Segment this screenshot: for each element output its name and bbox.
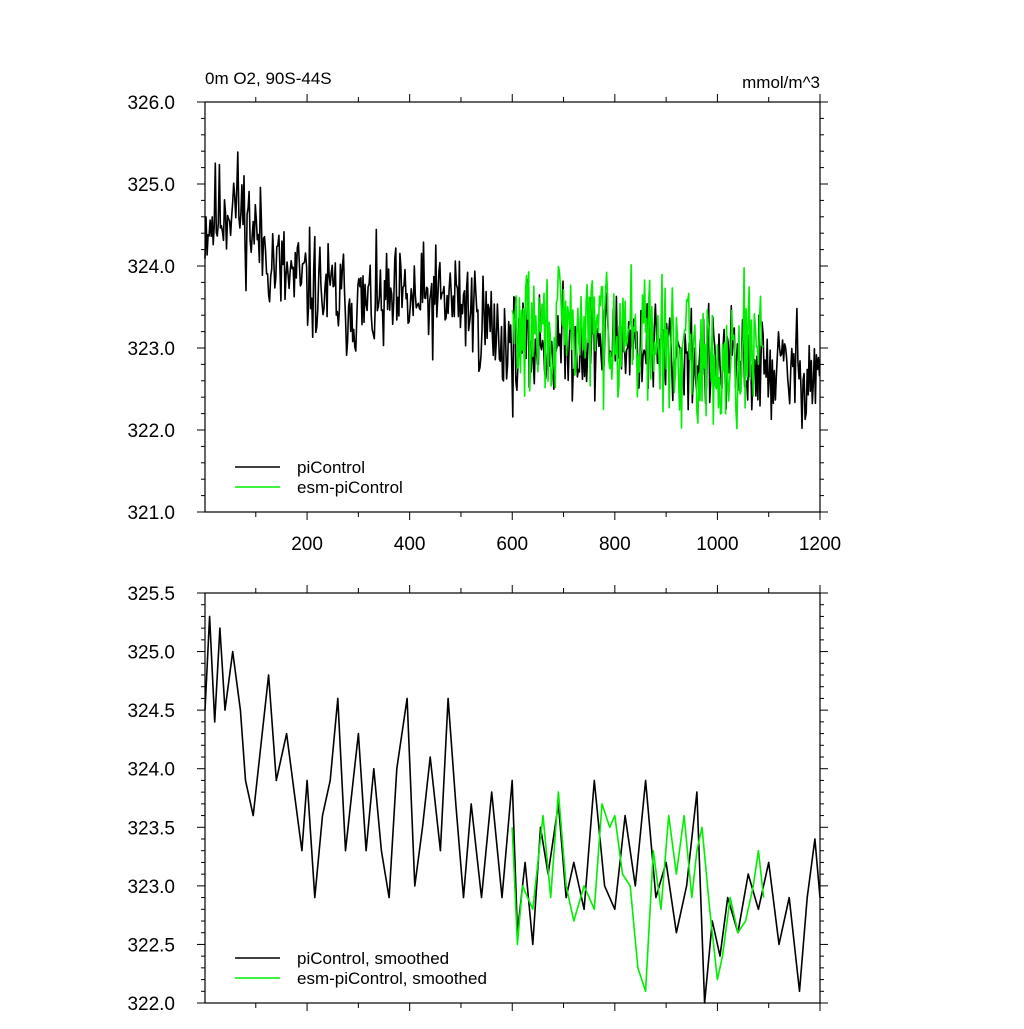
panel1-x-tick-label: 200 — [291, 534, 323, 555]
panel2-legend-label: piControl, smoothed — [297, 949, 449, 968]
panel1-y-tick-label: 325.0 — [127, 175, 175, 196]
panel1-x-tick-label: 400 — [394, 534, 426, 555]
panel2-y-tick-label: 322.0 — [127, 994, 175, 1015]
panel1-y-tick-label: 321.0 — [127, 503, 175, 524]
panel2-series-esm-picontrol-line — [511, 791, 765, 993]
panel1-plot-frame — [204, 101, 821, 513]
panel1-x-tick-label: 1200 — [799, 534, 841, 555]
panel2-y-tick-label: 323.0 — [127, 877, 175, 898]
panel2-y-tick-label: 324.5 — [127, 701, 175, 722]
panel2-legend-label: esm-piControl, smoothed — [297, 969, 487, 988]
panel2-y-tick-label: 325.5 — [127, 584, 175, 605]
panel1-x-tick-label: 1000 — [696, 534, 738, 555]
panel1-x-tick-label: 600 — [496, 534, 528, 555]
panel1-series-esm-picontrol-line — [511, 263, 764, 430]
panel2-y-tick-label: 323.5 — [127, 818, 175, 839]
panel1-title-left: 0m O2, 90S-44S — [205, 69, 332, 88]
panel1-x-tick-label: 800 — [599, 534, 631, 555]
panel1-y-tick-label: 324.0 — [127, 257, 175, 278]
panel2-y-tick-label: 325.0 — [127, 643, 175, 664]
panel1-y-tick-label: 322.0 — [127, 421, 175, 442]
panel2-y-tick-label: 324.0 — [127, 760, 175, 781]
panel1-title-right: mmol/m^3 — [742, 73, 820, 92]
panel1-y-tick-label: 323.0 — [127, 339, 175, 360]
panel2-y-tick-label: 322.5 — [127, 935, 175, 956]
panel1-legend-label: esm-piControl — [297, 478, 403, 497]
panel1-legend-label: piControl — [297, 458, 365, 477]
panel1-y-tick-label: 326.0 — [127, 93, 175, 114]
panel2-series-picontrol-line — [204, 615, 821, 1004]
